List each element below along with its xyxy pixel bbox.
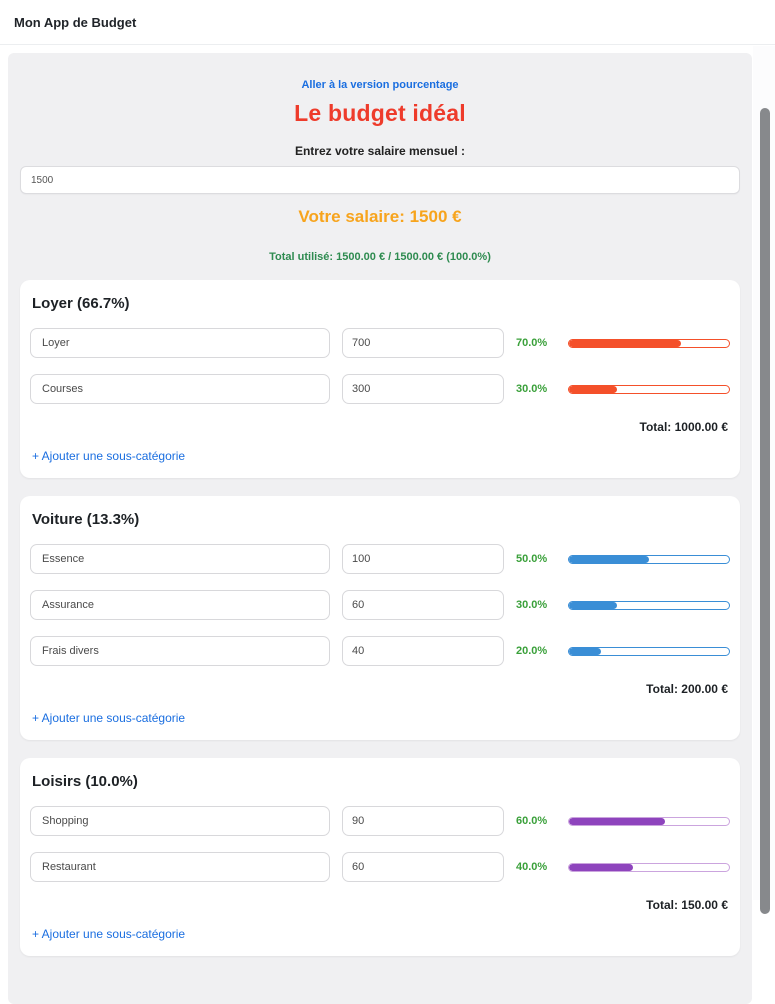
- category-card: Voiture (13.3%) 50.0% 30.0% 20.0% Total:…: [20, 496, 740, 740]
- subcategory-amount-input[interactable]: [342, 636, 504, 666]
- progress-bar: [568, 554, 730, 564]
- page-title: Le budget idéal: [294, 100, 466, 126]
- top-bar: Mon App de Budget: [0, 0, 775, 45]
- subcategory-amount-input[interactable]: [342, 852, 504, 882]
- subcategory-rows: 70.0% 30.0%: [30, 328, 730, 404]
- subcategory-percent: 50.0%: [516, 553, 548, 565]
- app-title: Mon App de Budget: [14, 14, 137, 30]
- category-title: Loisirs (10.0%): [32, 773, 138, 790]
- subcategory-percent: 30.0%: [516, 599, 548, 611]
- category-title: Loyer (66.7%): [32, 295, 130, 312]
- subcategory-percent: 70.0%: [516, 337, 548, 349]
- subcategory-percent: 30.0%: [516, 383, 548, 395]
- subcategory-percent: 60.0%: [516, 815, 548, 827]
- progress-bar: [568, 338, 730, 348]
- category-card: Loyer (66.7%) 70.0% 30.0% Total: 1000.00…: [20, 280, 740, 478]
- category-total: Total: 1000.00 €: [639, 420, 729, 434]
- progress-bar: [568, 600, 730, 610]
- subcategory-row: 30.0%: [30, 374, 730, 404]
- subcategory-name-input[interactable]: [30, 328, 330, 358]
- progress-bar-fill: [569, 555, 649, 563]
- subcategory-amount-input[interactable]: [342, 806, 504, 836]
- subcategory-row: 50.0%: [30, 544, 730, 574]
- category-total: Total: 200.00 €: [646, 682, 728, 696]
- add-subcategory-link[interactable]: + Ajouter une sous-catégorie: [32, 927, 186, 941]
- scrollbar-thumb[interactable]: [760, 108, 770, 914]
- subcategory-name-input[interactable]: [30, 852, 330, 882]
- category-total: Total: 150.00 €: [646, 898, 728, 912]
- subcategory-row: 20.0%: [30, 636, 730, 666]
- subcategory-percent: 40.0%: [516, 861, 548, 873]
- progress-bar: [568, 816, 730, 826]
- subcategory-row: 70.0%: [30, 328, 730, 358]
- progress-bar-fill: [569, 817, 665, 825]
- subcategory-rows: 60.0% 40.0%: [30, 806, 730, 882]
- category-title: Voiture (13.3%): [32, 511, 140, 528]
- add-subcategory-link[interactable]: + Ajouter une sous-catégorie: [32, 711, 186, 725]
- subcategory-amount-input[interactable]: [342, 590, 504, 620]
- budget-page: Aller à la version pourcentage Le budget…: [8, 53, 752, 1004]
- progress-bar: [568, 646, 730, 656]
- subcategory-name-input[interactable]: [30, 590, 330, 620]
- progress-bar-fill: [569, 385, 617, 393]
- subcategory-percent: 20.0%: [516, 645, 548, 657]
- subcategory-name-input[interactable]: [30, 806, 330, 836]
- subcategory-row: 60.0%: [30, 806, 730, 836]
- subcategory-amount-input[interactable]: [342, 544, 504, 574]
- progress-bar-fill: [569, 863, 633, 871]
- progress-bar-fill: [569, 339, 681, 347]
- subcategory-amount-input[interactable]: [342, 374, 504, 404]
- subcategory-name-input[interactable]: [30, 636, 330, 666]
- progress-bar: [568, 384, 730, 394]
- scrollbar-track[interactable]: [753, 46, 775, 914]
- salary-input[interactable]: [20, 166, 740, 194]
- progress-bar-fill: [569, 647, 601, 655]
- subcategory-row: 30.0%: [30, 590, 730, 620]
- subcategory-rows: 50.0% 30.0% 20.0%: [30, 544, 730, 666]
- progress-bar-fill: [569, 601, 617, 609]
- salary-display: Votre salaire: 1500 €: [298, 207, 462, 226]
- total-used-summary: Total utilisé: 1500.00 € / 1500.00 € (10…: [269, 251, 491, 263]
- subcategory-amount-input[interactable]: [342, 328, 504, 358]
- subcategory-row: 40.0%: [30, 852, 730, 882]
- subcategory-name-input[interactable]: [30, 544, 330, 574]
- subcategory-name-input[interactable]: [30, 374, 330, 404]
- category-list: Loyer (66.7%) 70.0% 30.0% Total: 1000.00…: [8, 280, 752, 956]
- version-toggle-link[interactable]: Aller à la version pourcentage: [301, 79, 459, 91]
- progress-bar: [568, 862, 730, 872]
- add-subcategory-link[interactable]: + Ajouter une sous-catégorie: [32, 449, 186, 463]
- category-card: Loisirs (10.0%) 60.0% 40.0% Total: 150.0…: [20, 758, 740, 956]
- salary-label: Entrez votre salaire mensuel :: [294, 144, 466, 158]
